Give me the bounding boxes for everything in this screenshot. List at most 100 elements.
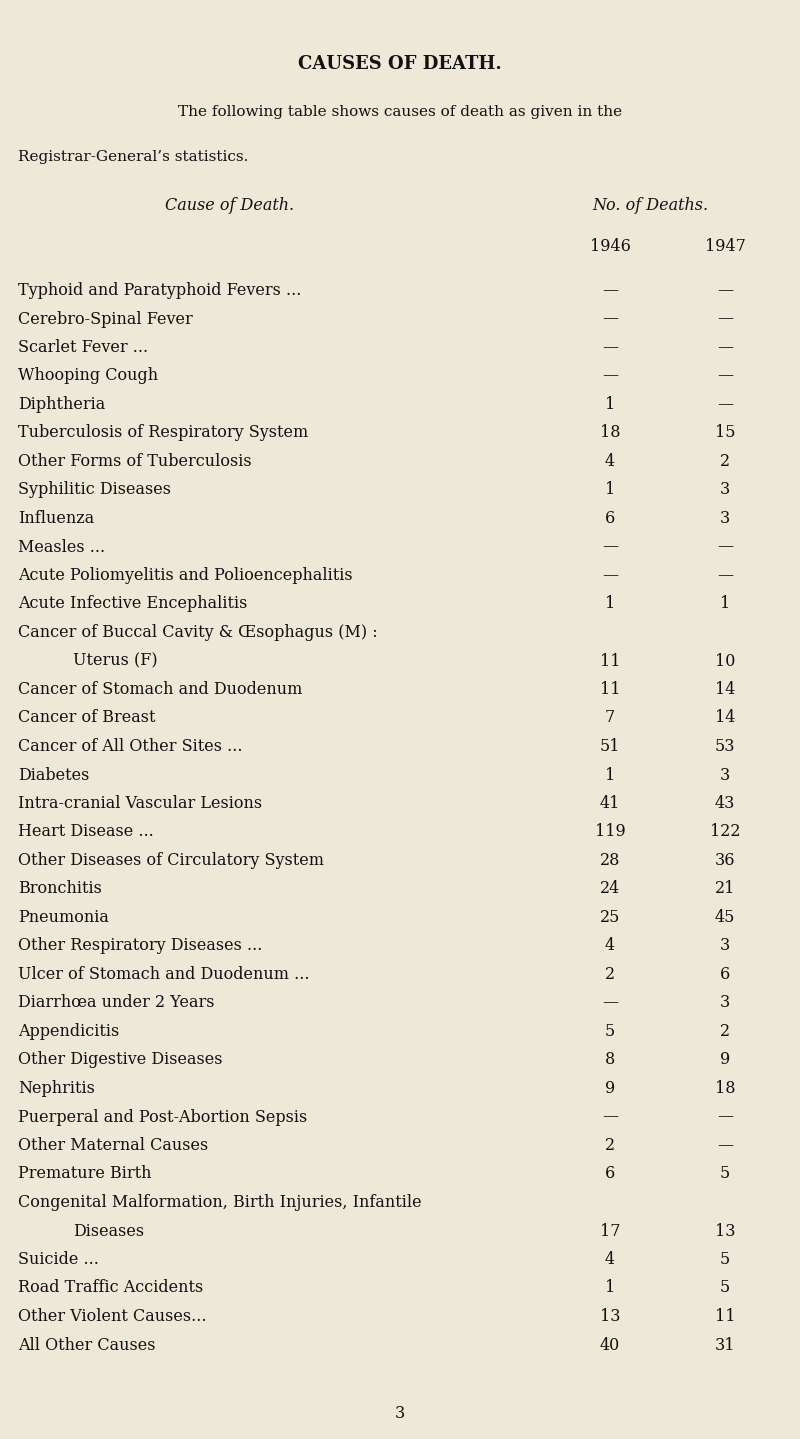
Text: —: — [717,1137,733,1154]
Text: Other Maternal Causes: Other Maternal Causes [18,1137,208,1154]
Text: 18: 18 [600,425,620,442]
Text: 6: 6 [720,966,730,983]
Text: 41: 41 [600,794,620,812]
Text: 3: 3 [720,509,730,527]
Text: Scarlet Fever ...: Scarlet Fever ... [18,340,148,355]
Text: 40: 40 [600,1337,620,1354]
Text: Uterus (F): Uterus (F) [73,652,158,669]
Text: Other Violent Causes...: Other Violent Causes... [18,1308,206,1325]
Text: —: — [717,311,733,328]
Text: —: — [717,567,733,584]
Text: Ulcer of Stomach and Duodenum ...: Ulcer of Stomach and Duodenum ... [18,966,310,983]
Text: —: — [717,340,733,355]
Text: 1: 1 [605,1279,615,1297]
Text: Nephritis: Nephritis [18,1081,95,1097]
Text: 36: 36 [714,852,735,869]
Text: 11: 11 [600,681,620,698]
Text: Puerperal and Post-Abortion Sepsis: Puerperal and Post-Abortion Sepsis [18,1108,307,1125]
Text: Cancer of All Other Sites ...: Cancer of All Other Sites ... [18,738,242,755]
Text: Other Forms of Tuberculosis: Other Forms of Tuberculosis [18,453,252,471]
Text: 2: 2 [720,453,730,471]
Text: Tuberculosis of Respiratory System: Tuberculosis of Respiratory System [18,425,308,442]
Text: Pneumonia: Pneumonia [18,909,109,927]
Text: 1: 1 [605,596,615,613]
Text: —: — [717,396,733,413]
Text: Road Traffic Accidents: Road Traffic Accidents [18,1279,203,1297]
Text: 5: 5 [605,1023,615,1040]
Text: No. of Deaths.: No. of Deaths. [592,197,708,214]
Text: —: — [717,538,733,555]
Text: 25: 25 [600,909,620,927]
Text: 10: 10 [715,652,735,669]
Text: —: — [717,367,733,384]
Text: Cancer of Breast: Cancer of Breast [18,709,155,727]
Text: 1: 1 [720,596,730,613]
Text: 2: 2 [605,966,615,983]
Text: Diabetes: Diabetes [18,767,90,783]
Text: Syphilitic Diseases: Syphilitic Diseases [18,482,171,498]
Text: 45: 45 [715,909,735,927]
Text: 43: 43 [715,794,735,812]
Text: 14: 14 [715,681,735,698]
Text: 21: 21 [715,881,735,898]
Text: —: — [602,994,618,1012]
Text: Bronchitis: Bronchitis [18,881,102,898]
Text: Suicide ...: Suicide ... [18,1250,99,1268]
Text: 5: 5 [720,1250,730,1268]
Text: 4: 4 [605,453,615,471]
Text: —: — [602,282,618,299]
Text: 17: 17 [600,1223,620,1239]
Text: 24: 24 [600,881,620,898]
Text: Diarrhœa under 2 Years: Diarrhœa under 2 Years [18,994,214,1012]
Text: Diphtheria: Diphtheria [18,396,106,413]
Text: 122: 122 [710,823,740,840]
Text: 3: 3 [720,767,730,783]
Text: 3: 3 [720,994,730,1012]
Text: Acute Infective Encephalitis: Acute Infective Encephalitis [18,596,247,613]
Text: 6: 6 [605,1166,615,1183]
Text: Other Diseases of Circulatory System: Other Diseases of Circulatory System [18,852,324,869]
Text: CAUSES OF DEATH.: CAUSES OF DEATH. [298,55,502,73]
Text: Measles ...: Measles ... [18,538,105,555]
Text: 2: 2 [605,1137,615,1154]
Text: 1: 1 [605,396,615,413]
Text: 9: 9 [605,1081,615,1097]
Text: Registrar-General’s statistics.: Registrar-General’s statistics. [18,150,248,164]
Text: —: — [602,1108,618,1125]
Text: 1: 1 [605,767,615,783]
Text: 13: 13 [714,1223,735,1239]
Text: —: — [602,340,618,355]
Text: 13: 13 [600,1308,620,1325]
Text: 3: 3 [395,1404,405,1422]
Text: 5: 5 [720,1279,730,1297]
Text: Intra-cranial Vascular Lesions: Intra-cranial Vascular Lesions [18,794,262,812]
Text: Congenital Malformation, Birth Injuries, Infantile: Congenital Malformation, Birth Injuries,… [18,1194,422,1212]
Text: 31: 31 [714,1337,735,1354]
Text: Diseases: Diseases [73,1223,144,1239]
Text: Cerebro-Spinal Fever: Cerebro-Spinal Fever [18,311,193,328]
Text: 1947: 1947 [705,237,746,255]
Text: —: — [602,311,618,328]
Text: 5: 5 [720,1166,730,1183]
Text: 119: 119 [594,823,626,840]
Text: Cancer of Buccal Cavity & Œsophagus (M) :: Cancer of Buccal Cavity & Œsophagus (M) … [18,625,378,640]
Text: —: — [717,1108,733,1125]
Text: —: — [602,538,618,555]
Text: Typhoid and Paratyphoid Fevers ...: Typhoid and Paratyphoid Fevers ... [18,282,302,299]
Text: 7: 7 [605,709,615,727]
Text: Other Respiratory Diseases ...: Other Respiratory Diseases ... [18,937,262,954]
Text: 28: 28 [600,852,620,869]
Text: Appendicitis: Appendicitis [18,1023,119,1040]
Text: All Other Causes: All Other Causes [18,1337,155,1354]
Text: 4: 4 [605,937,615,954]
Text: —: — [717,282,733,299]
Text: 53: 53 [714,738,735,755]
Text: Cause of Death.: Cause of Death. [166,197,294,214]
Text: 18: 18 [714,1081,735,1097]
Text: Other Digestive Diseases: Other Digestive Diseases [18,1052,222,1069]
Text: Premature Birth: Premature Birth [18,1166,151,1183]
Text: Whooping Cough: Whooping Cough [18,367,158,384]
Text: Influenza: Influenza [18,509,94,527]
Text: 11: 11 [714,1308,735,1325]
Text: The following table shows causes of death as given in the: The following table shows causes of deat… [178,105,622,119]
